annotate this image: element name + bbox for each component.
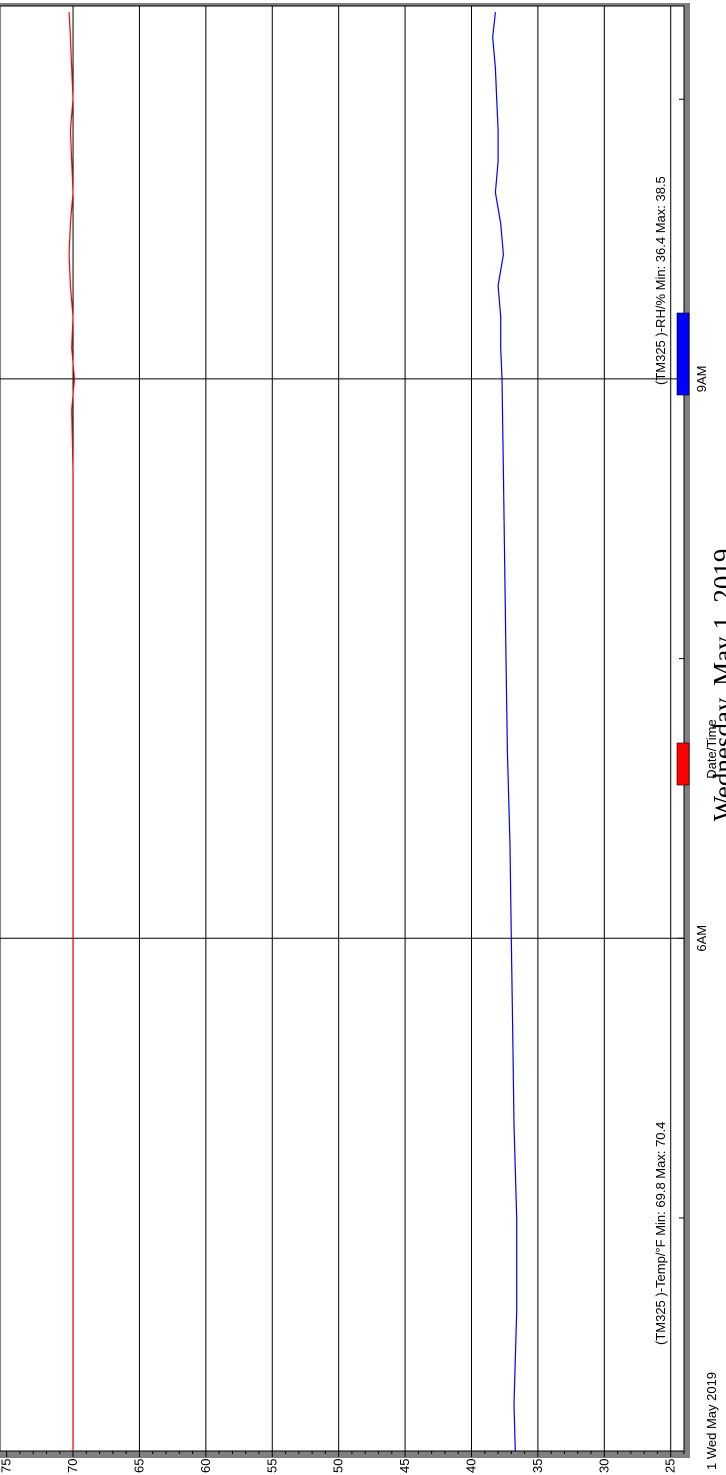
legend-label-rh: (TM325 )-RH/% Min: 36.4 Max: 38.5 (653, 176, 668, 385)
y-tick-label: 30 (596, 1459, 611, 1473)
legend-swatch-temp (676, 742, 690, 786)
y-tick-label: 35 (530, 1459, 545, 1473)
y-tick-label: 25 (663, 1459, 678, 1473)
series-temp-line (68, 12, 76, 1451)
x-tick-label: 6AM (694, 925, 709, 952)
y-tick-label: 55 (264, 1459, 279, 1473)
series-rh-line (492, 12, 518, 1452)
chart-title: Wednesday, May 1, 2019 (708, 549, 726, 822)
y-tick-label: 60 (198, 1459, 213, 1473)
series-lines (68, 12, 518, 1452)
y-tick-label: 70 (65, 1459, 80, 1473)
legend: (TM325 )-Temp/°F Min: 69.8 Max: 70.4 (TM… (653, 176, 690, 1345)
legend-swatch-rh (676, 312, 690, 396)
x-tick-label: 9AM (694, 366, 709, 393)
y-tick-label: 50 (331, 1459, 346, 1473)
plot-area (0, 5, 685, 1452)
y-tick-label: 45 (397, 1459, 412, 1473)
legend-label-temp: (TM325 )-Temp/°F Min: 69.8 Max: 70.4 (653, 1122, 668, 1345)
y-tick-label: 75 (0, 1459, 14, 1473)
y-tick-label: 40 (463, 1459, 478, 1473)
x-axis-title: Date/Time (704, 719, 719, 778)
ticks: 75 70 65 60 55 50 45 40 35 30 25 6AM 9AM (0, 98, 709, 1473)
y-tick-label: 65 (131, 1459, 146, 1473)
x-start-label: 1 Wed May 2019 (704, 1372, 719, 1470)
